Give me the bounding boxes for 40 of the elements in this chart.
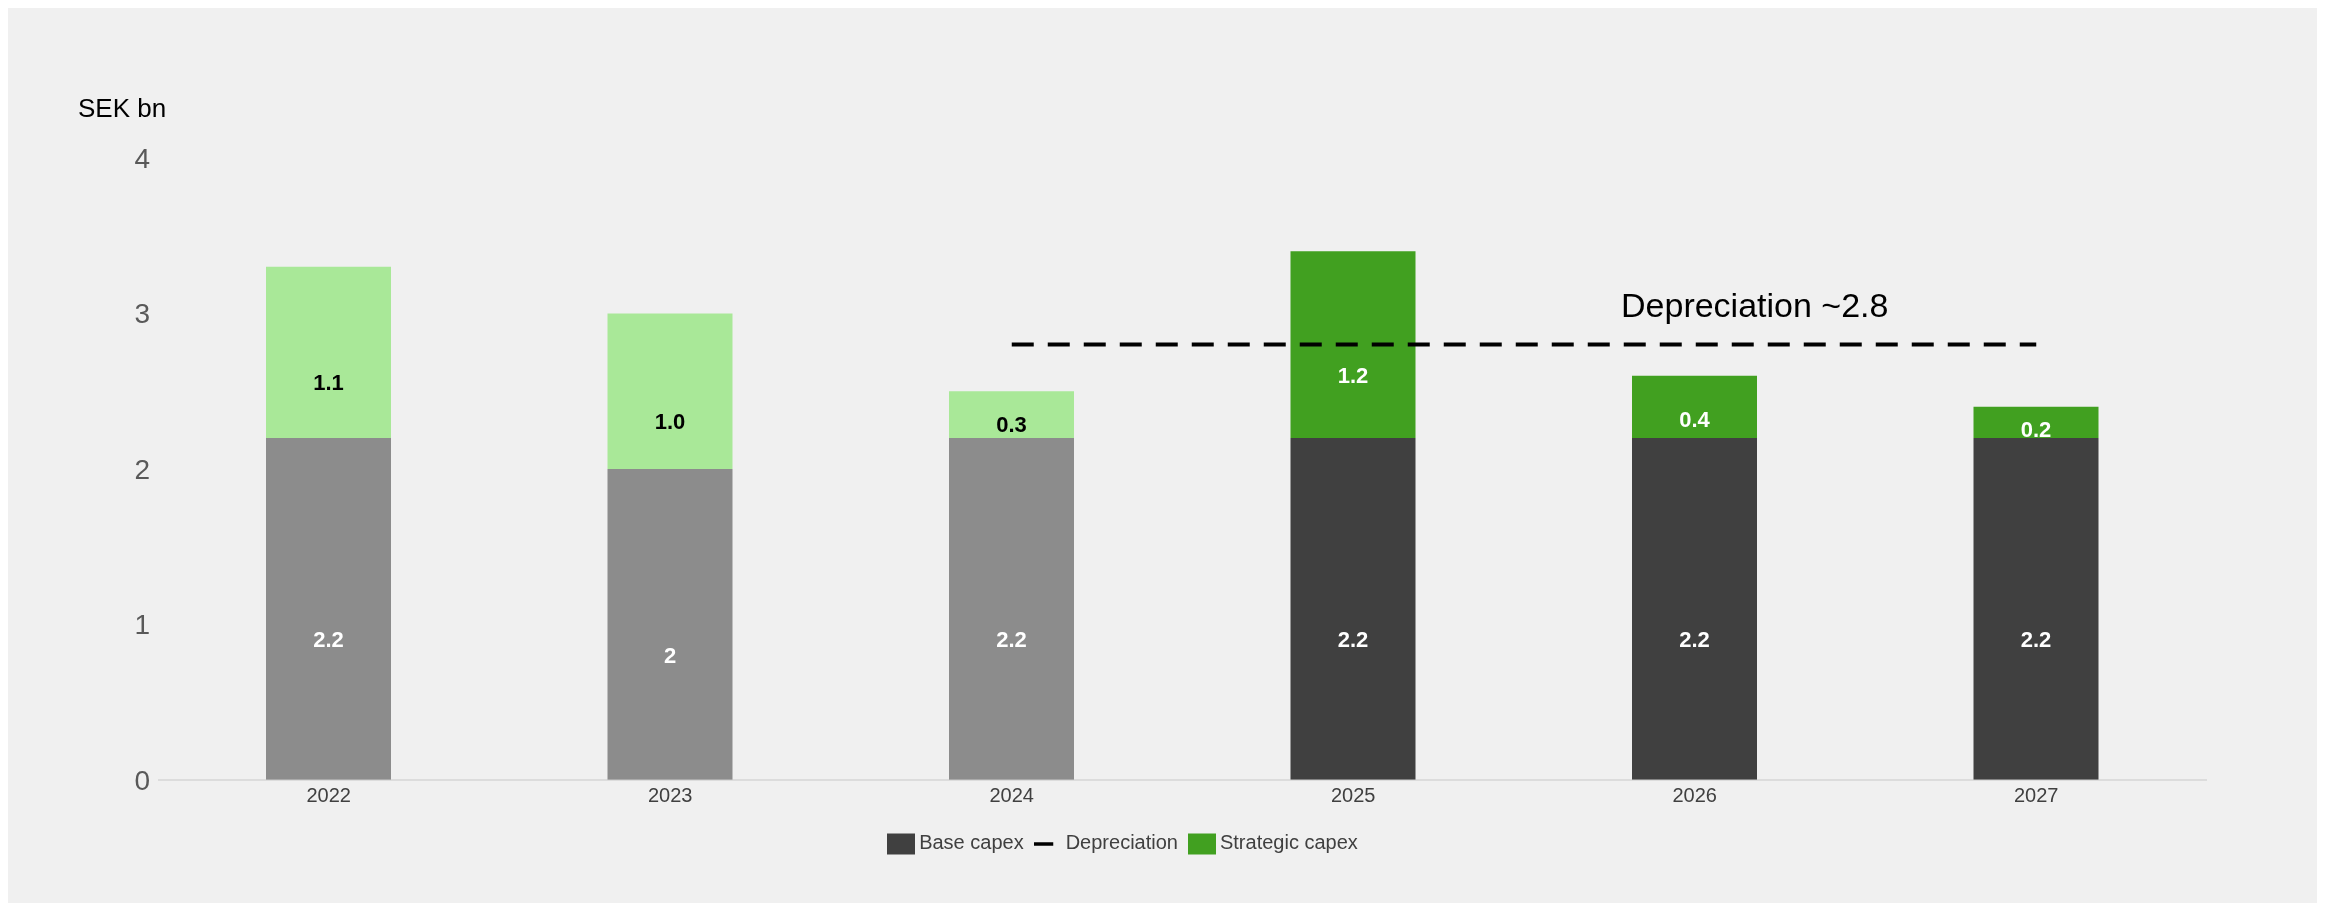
y-axis-title: SEK bn [78,93,167,124]
data-label: 2 [663,642,677,668]
annotation: Depreciation ~2.8 [1621,285,1889,324]
bar [949,391,1074,438]
bar [266,266,391,438]
y-tick-label: 2 [134,453,150,485]
y-tick-label: 1 [134,609,150,641]
bar [1290,437,1416,780]
bar [1973,437,2099,780]
x-tick-label: 2024 [989,784,1034,807]
data-label: 2.2 [313,626,344,652]
x-tick-label: 2023 [648,784,693,807]
bar [1290,251,1416,438]
y-tick-label: 4 [134,142,150,174]
data-label: 2.2 [996,626,1027,652]
bar [266,437,391,780]
data-label: 1.1 [313,370,344,396]
bar [1632,375,1757,438]
data-label: 0.4 [1679,407,1711,433]
legend-label: Base capex [919,831,1024,854]
data-label: 0.3 [996,411,1027,437]
legend-label: Strategic capex [1219,831,1358,854]
data-label: 2.2 [1679,626,1710,652]
bar [949,437,1074,780]
y-tick-label: 3 [134,298,150,330]
bar [1973,406,2099,438]
x-tick-label: 2026 [1672,784,1717,807]
bar [607,469,733,780]
data-label: 2.2 [2020,626,2052,652]
bar [1632,437,1757,780]
x-tick-label: 2027 [2014,784,2059,807]
legend-label: Depreciation [1065,831,1178,854]
y-tick-label: 0 [134,764,150,796]
bar [607,313,733,469]
x-tick-label: 2025 [1331,784,1376,807]
data-label: 1.2 [1337,362,1369,388]
data-label: 0.2 [2020,416,2052,442]
data-label: 2.2 [1337,626,1369,652]
data-label: 1.0 [654,409,686,435]
x-tick-label: 2022 [306,784,351,807]
